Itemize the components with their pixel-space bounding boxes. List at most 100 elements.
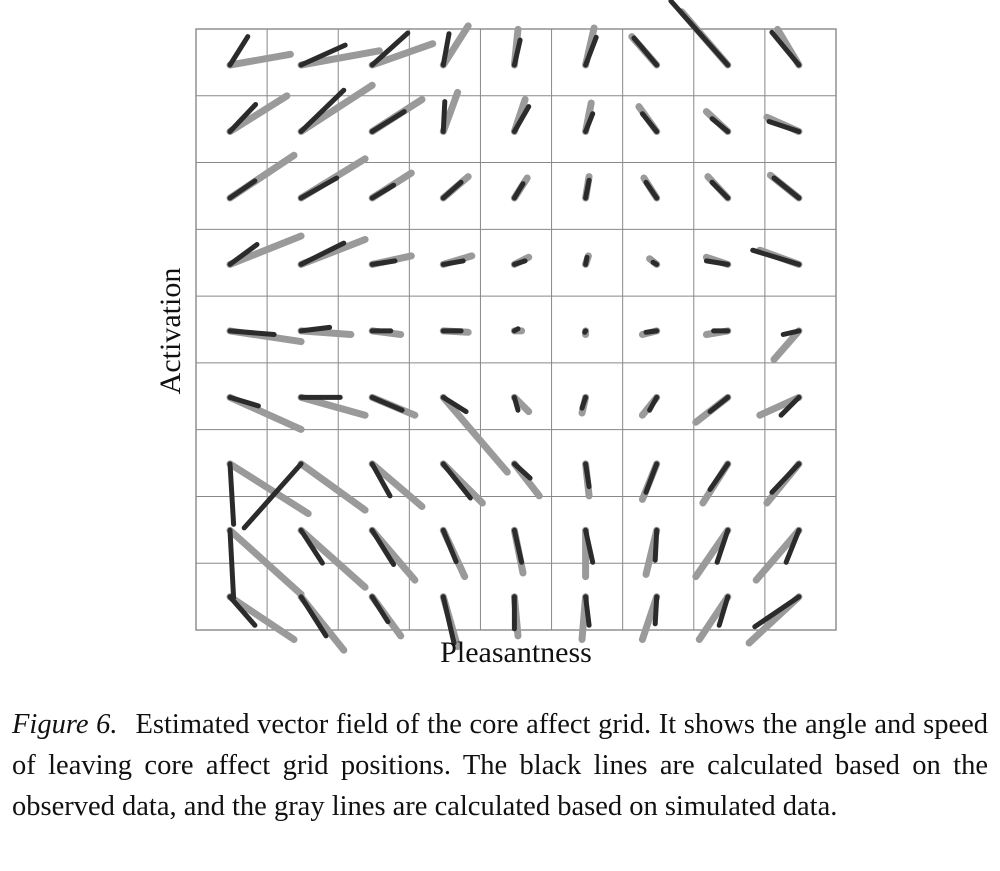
observed-vector <box>369 30 411 68</box>
observed-vector <box>583 527 596 565</box>
observed-vector <box>750 247 802 267</box>
observed-vector <box>227 594 258 628</box>
simulated-vector <box>226 593 298 643</box>
observed-vector <box>703 258 731 267</box>
observed-vector <box>780 328 802 337</box>
observed-vector <box>440 99 448 134</box>
y-axis-title: Activation <box>154 268 187 395</box>
observed-vector <box>766 119 802 134</box>
vector-field-chart: Pleasantness Activation <box>154 0 837 669</box>
grid <box>195 28 837 631</box>
simulated-vector <box>226 526 305 598</box>
observed-vector <box>778 394 802 418</box>
observed-vectors <box>227 0 802 646</box>
simulated-vector <box>770 327 803 363</box>
observed-vector <box>652 527 660 563</box>
observed-vector <box>716 594 731 628</box>
observed-vector <box>769 461 802 495</box>
observed-vector <box>643 461 660 495</box>
simulated-vector <box>297 47 383 69</box>
observed-vector <box>583 34 599 68</box>
observed-vector <box>369 461 393 499</box>
observed-vector <box>440 461 473 501</box>
figure-caption: Figure 6. Estimated vector field of the c… <box>12 704 988 827</box>
observed-vector <box>583 177 592 201</box>
observed-vector <box>369 258 398 267</box>
observed-vector <box>227 102 259 134</box>
observed-vector <box>650 259 660 267</box>
observed-vector <box>298 87 347 134</box>
observed-vector <box>709 116 731 134</box>
observed-vector <box>643 328 660 335</box>
observed-vector <box>583 111 596 134</box>
caption-label: Figure 6. <box>12 709 118 740</box>
observed-vector <box>298 594 329 639</box>
observed-vector <box>440 394 469 415</box>
observed-vector <box>227 461 237 527</box>
observed-vector <box>639 111 660 134</box>
observed-vector <box>227 178 258 201</box>
observed-vector <box>769 29 802 68</box>
observed-vector <box>707 394 731 415</box>
simulated-vector <box>226 460 312 518</box>
observed-vector <box>369 527 397 567</box>
observed-vector <box>298 175 340 201</box>
observed-vector <box>440 258 466 267</box>
observed-vector <box>714 527 731 565</box>
observed-vector <box>511 394 521 413</box>
observed-vector <box>369 182 397 201</box>
observed-vector <box>369 594 391 625</box>
observed-vector <box>227 328 277 337</box>
observed-vector <box>771 175 802 201</box>
simulated-vector <box>368 40 437 69</box>
observed-vector <box>369 394 405 413</box>
observed-vector <box>511 37 523 68</box>
observed-vector <box>227 394 261 409</box>
caption-text: Estimated vector field of the core affec… <box>12 709 989 822</box>
simulated-vector <box>297 393 369 419</box>
observed-vector <box>707 461 731 492</box>
simulated-vector <box>756 393 803 419</box>
observed-vector <box>643 179 660 201</box>
observed-vector <box>668 0 731 68</box>
simulated-vector <box>226 50 294 69</box>
observed-vector <box>752 594 802 630</box>
observed-vector <box>709 179 731 201</box>
simulated-vector <box>226 92 291 135</box>
observed-vector <box>298 240 347 267</box>
observed-vector <box>783 527 802 565</box>
observed-vector <box>652 594 660 627</box>
vector-field-figure: Pleasantness Activation <box>154 0 837 669</box>
observed-vector <box>511 461 533 481</box>
observed-vector <box>583 594 592 628</box>
observed-vector <box>440 31 452 68</box>
observed-vector <box>583 254 590 267</box>
observed-vector <box>579 394 589 411</box>
simulated-vector <box>297 526 369 591</box>
observed-vector <box>511 527 525 565</box>
simulated-vector <box>439 393 511 476</box>
observed-vector <box>647 394 660 413</box>
x-axis-title: Pleasantness <box>440 636 592 669</box>
observed-vector <box>511 258 528 267</box>
observed-vector <box>227 527 237 601</box>
observed-vector <box>298 527 325 566</box>
observed-vector <box>511 104 532 134</box>
observed-vector <box>511 326 521 334</box>
observed-vector <box>631 35 660 68</box>
observed-vector <box>440 594 457 646</box>
observed-vector <box>511 181 526 201</box>
observed-vector <box>440 527 459 565</box>
observed-vector <box>241 461 304 531</box>
simulated-vector <box>226 232 305 268</box>
observed-vector <box>440 179 464 201</box>
simulated-vector <box>692 526 732 581</box>
observed-vector <box>227 242 260 267</box>
simulated-vector <box>439 22 472 69</box>
observed-vector <box>298 42 348 68</box>
observed-vector <box>582 328 589 335</box>
observed-vector <box>298 324 333 334</box>
observed-vector <box>583 461 592 490</box>
simulated-vector <box>297 460 369 514</box>
simulated-vector <box>297 81 376 135</box>
